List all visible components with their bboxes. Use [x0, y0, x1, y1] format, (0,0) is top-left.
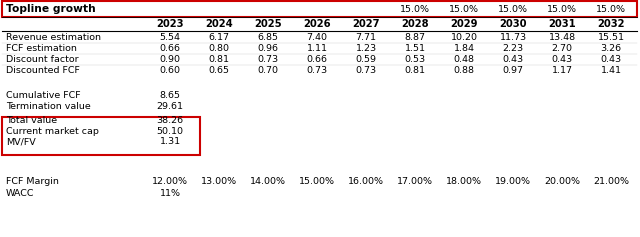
- Text: 20.00%: 20.00%: [544, 177, 580, 186]
- Text: 0.96: 0.96: [257, 44, 278, 53]
- Text: 2031: 2031: [548, 19, 576, 29]
- Text: 1.23: 1.23: [355, 44, 376, 53]
- Text: 29.61: 29.61: [157, 101, 184, 110]
- Text: 18.00%: 18.00%: [446, 177, 482, 186]
- Text: 0.43: 0.43: [600, 55, 621, 64]
- Text: 8.87: 8.87: [404, 32, 426, 41]
- Text: 13.00%: 13.00%: [201, 177, 237, 186]
- Text: 0.90: 0.90: [159, 55, 180, 64]
- Text: 11%: 11%: [159, 188, 180, 197]
- Text: 0.60: 0.60: [159, 65, 180, 74]
- Text: 2023: 2023: [156, 19, 184, 29]
- Text: Current market cap: Current market cap: [6, 127, 99, 136]
- Text: 21.00%: 21.00%: [593, 177, 629, 186]
- Text: 0.80: 0.80: [209, 44, 230, 53]
- Text: 16.00%: 16.00%: [348, 177, 384, 186]
- Text: FCF estimation: FCF estimation: [6, 44, 77, 53]
- Text: 1.84: 1.84: [454, 44, 474, 53]
- Text: Revenue estimation: Revenue estimation: [6, 32, 101, 41]
- Text: 15.0%: 15.0%: [547, 5, 577, 14]
- Text: 14.00%: 14.00%: [250, 177, 286, 186]
- Text: FCF Margin: FCF Margin: [6, 177, 59, 186]
- Text: 1.17: 1.17: [552, 65, 573, 74]
- Text: MV/FV: MV/FV: [6, 137, 36, 146]
- Text: 1.11: 1.11: [307, 44, 328, 53]
- Text: 0.53: 0.53: [404, 55, 426, 64]
- Text: 15.0%: 15.0%: [449, 5, 479, 14]
- Text: 2.23: 2.23: [502, 44, 524, 53]
- Text: 0.66: 0.66: [159, 44, 180, 53]
- Text: 2032: 2032: [597, 19, 625, 29]
- Text: 2030: 2030: [499, 19, 527, 29]
- Text: 0.70: 0.70: [257, 65, 278, 74]
- Text: Discounted FCF: Discounted FCF: [6, 65, 80, 74]
- Text: 7.71: 7.71: [355, 32, 376, 41]
- Text: 8.65: 8.65: [159, 91, 180, 100]
- Text: 6.17: 6.17: [209, 32, 230, 41]
- Text: 0.59: 0.59: [355, 55, 376, 64]
- Text: 2024: 2024: [205, 19, 233, 29]
- Text: 10.20: 10.20: [451, 32, 477, 41]
- Text: 15.51: 15.51: [598, 32, 625, 41]
- Text: 13.48: 13.48: [548, 32, 575, 41]
- Text: 0.73: 0.73: [257, 55, 278, 64]
- Text: Discount factor: Discount factor: [6, 55, 79, 64]
- Text: 0.88: 0.88: [454, 65, 474, 74]
- Text: 2026: 2026: [303, 19, 331, 29]
- Bar: [2, 1, 637, 17]
- Text: 1.31: 1.31: [159, 137, 180, 146]
- Text: 1.41: 1.41: [600, 65, 621, 74]
- Text: 2028: 2028: [401, 19, 429, 29]
- Text: Total value: Total value: [6, 115, 57, 124]
- Text: Termination value: Termination value: [6, 101, 91, 110]
- Text: 15.0%: 15.0%: [596, 5, 626, 14]
- Text: 6.85: 6.85: [257, 32, 278, 41]
- Text: 0.73: 0.73: [355, 65, 376, 74]
- Text: 0.65: 0.65: [209, 65, 230, 74]
- Text: 2029: 2029: [451, 19, 477, 29]
- Text: 2025: 2025: [254, 19, 282, 29]
- Text: 3.26: 3.26: [600, 44, 621, 53]
- Text: 0.66: 0.66: [307, 55, 328, 64]
- Text: 0.43: 0.43: [502, 55, 524, 64]
- Text: 0.43: 0.43: [552, 55, 573, 64]
- Text: 38.26: 38.26: [156, 115, 184, 124]
- Text: WACC: WACC: [6, 188, 35, 197]
- Text: 5.54: 5.54: [159, 32, 180, 41]
- Text: 0.81: 0.81: [209, 55, 230, 64]
- Text: 0.48: 0.48: [454, 55, 474, 64]
- Text: 17.00%: 17.00%: [397, 177, 433, 186]
- Text: 7.40: 7.40: [307, 32, 328, 41]
- Text: 19.00%: 19.00%: [495, 177, 531, 186]
- Text: 1.51: 1.51: [404, 44, 426, 53]
- Text: 12.00%: 12.00%: [152, 177, 188, 186]
- Text: 50.10: 50.10: [157, 127, 184, 136]
- Text: Topline growth: Topline growth: [6, 4, 96, 14]
- Text: 15.00%: 15.00%: [299, 177, 335, 186]
- Text: 15.0%: 15.0%: [498, 5, 528, 14]
- Text: 0.73: 0.73: [307, 65, 328, 74]
- Text: 0.97: 0.97: [502, 65, 524, 74]
- Text: 2027: 2027: [352, 19, 380, 29]
- Text: 2.70: 2.70: [552, 44, 573, 53]
- Text: Cumulative FCF: Cumulative FCF: [6, 91, 81, 100]
- Text: 11.73: 11.73: [499, 32, 527, 41]
- Bar: [2, 117, 200, 155]
- Text: 15.0%: 15.0%: [400, 5, 430, 14]
- Text: 0.81: 0.81: [404, 65, 426, 74]
